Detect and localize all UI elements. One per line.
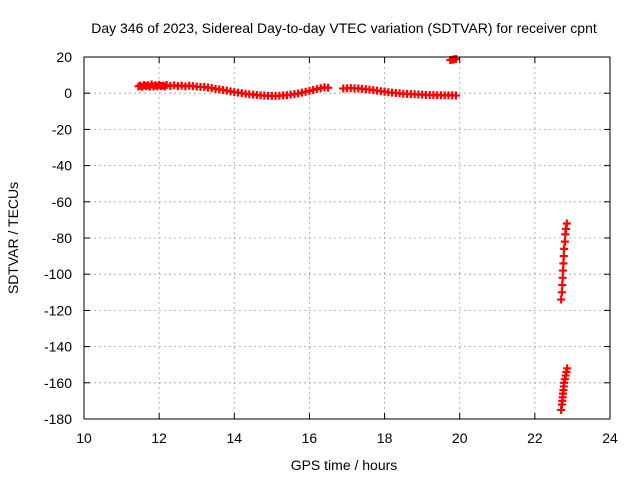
data-point	[557, 288, 566, 297]
x-tick-labels: 10 12 14 16 18 20 22 24	[76, 430, 618, 446]
data-point	[559, 266, 568, 275]
x-tick-label: 20	[452, 430, 468, 446]
data-point	[559, 259, 568, 268]
data-point	[557, 295, 566, 304]
grid-lines	[84, 57, 610, 419]
y-tick-label: 20	[56, 49, 72, 65]
x-tick-label: 22	[527, 430, 543, 446]
y-tick-labels: 20 0 -20 -40 -60 -80 -100 -120 -140 -160 -180	[44, 49, 72, 427]
y-tick-label: -80	[52, 230, 72, 246]
y-tick-label: -120	[44, 302, 72, 318]
data-point	[560, 237, 569, 246]
x-tick-label: 14	[226, 430, 242, 446]
data-points	[134, 54, 572, 414]
y-tick-label: -40	[52, 158, 72, 174]
plot-frame	[83, 56, 611, 420]
x-axis-label: GPS time / hours	[291, 457, 398, 473]
y-tick-label: -100	[44, 266, 72, 282]
data-point	[562, 219, 571, 228]
data-point	[451, 54, 460, 63]
y-axis-label: SDTVAR / TECUs	[5, 182, 21, 294]
data-point	[324, 83, 333, 92]
axis-ticks	[83, 56, 611, 420]
y-tick-label: -180	[44, 411, 72, 427]
data-point	[558, 273, 567, 282]
y-tick-label: -140	[44, 339, 72, 355]
x-tick-label: 24	[602, 430, 618, 446]
y-tick-label: 0	[64, 85, 72, 101]
chart-title: Day 346 of 2023, Sidereal Day-to-day VTE…	[91, 20, 597, 36]
data-point	[560, 244, 569, 253]
data-point	[563, 364, 572, 373]
x-tick-label: 10	[76, 430, 92, 446]
x-tick-label: 18	[377, 430, 393, 446]
y-tick-label: -160	[44, 375, 72, 391]
data-point	[451, 91, 460, 100]
y-tick-label: -20	[52, 121, 72, 137]
y-tick-label: -60	[52, 194, 72, 210]
x-tick-label: 16	[302, 430, 318, 446]
data-point	[558, 281, 567, 290]
data-point	[559, 252, 568, 261]
x-tick-label: 12	[151, 430, 167, 446]
